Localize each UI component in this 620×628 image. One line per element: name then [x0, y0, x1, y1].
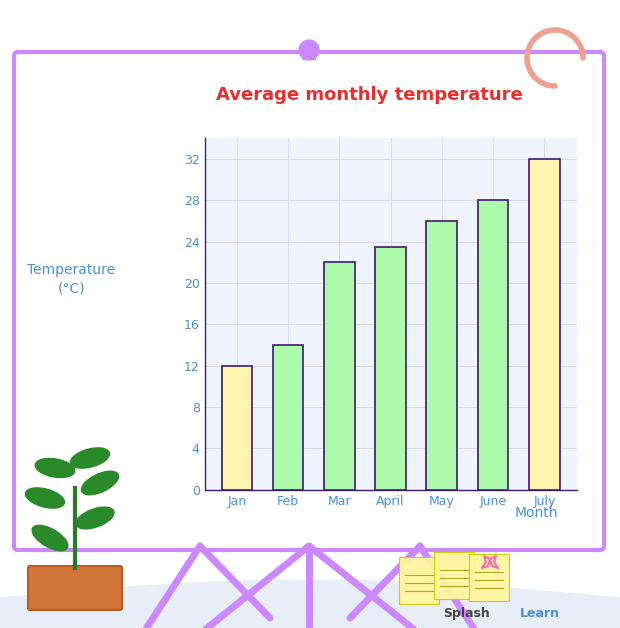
Ellipse shape: [76, 507, 114, 529]
FancyBboxPatch shape: [302, 48, 316, 60]
Text: Splash: Splash: [443, 607, 490, 620]
FancyBboxPatch shape: [469, 554, 509, 601]
Bar: [221, 365, 252, 490]
Bar: [273, 345, 304, 490]
Bar: [375, 247, 406, 490]
Ellipse shape: [81, 471, 118, 495]
Bar: [477, 200, 508, 490]
Bar: [324, 263, 355, 490]
FancyBboxPatch shape: [399, 557, 439, 604]
Bar: [529, 159, 560, 490]
Text: Average monthly temperature: Average monthly temperature: [216, 85, 522, 104]
Ellipse shape: [32, 525, 68, 551]
FancyBboxPatch shape: [434, 552, 474, 599]
Text: Temperature
(°C): Temperature (°C): [27, 263, 115, 296]
Ellipse shape: [35, 458, 75, 477]
Circle shape: [299, 40, 319, 60]
Ellipse shape: [25, 488, 64, 508]
Text: Learn: Learn: [520, 607, 560, 620]
Ellipse shape: [71, 448, 110, 468]
Bar: [427, 221, 457, 490]
FancyBboxPatch shape: [28, 566, 122, 610]
Text: Month: Month: [515, 506, 558, 519]
FancyBboxPatch shape: [14, 52, 604, 550]
